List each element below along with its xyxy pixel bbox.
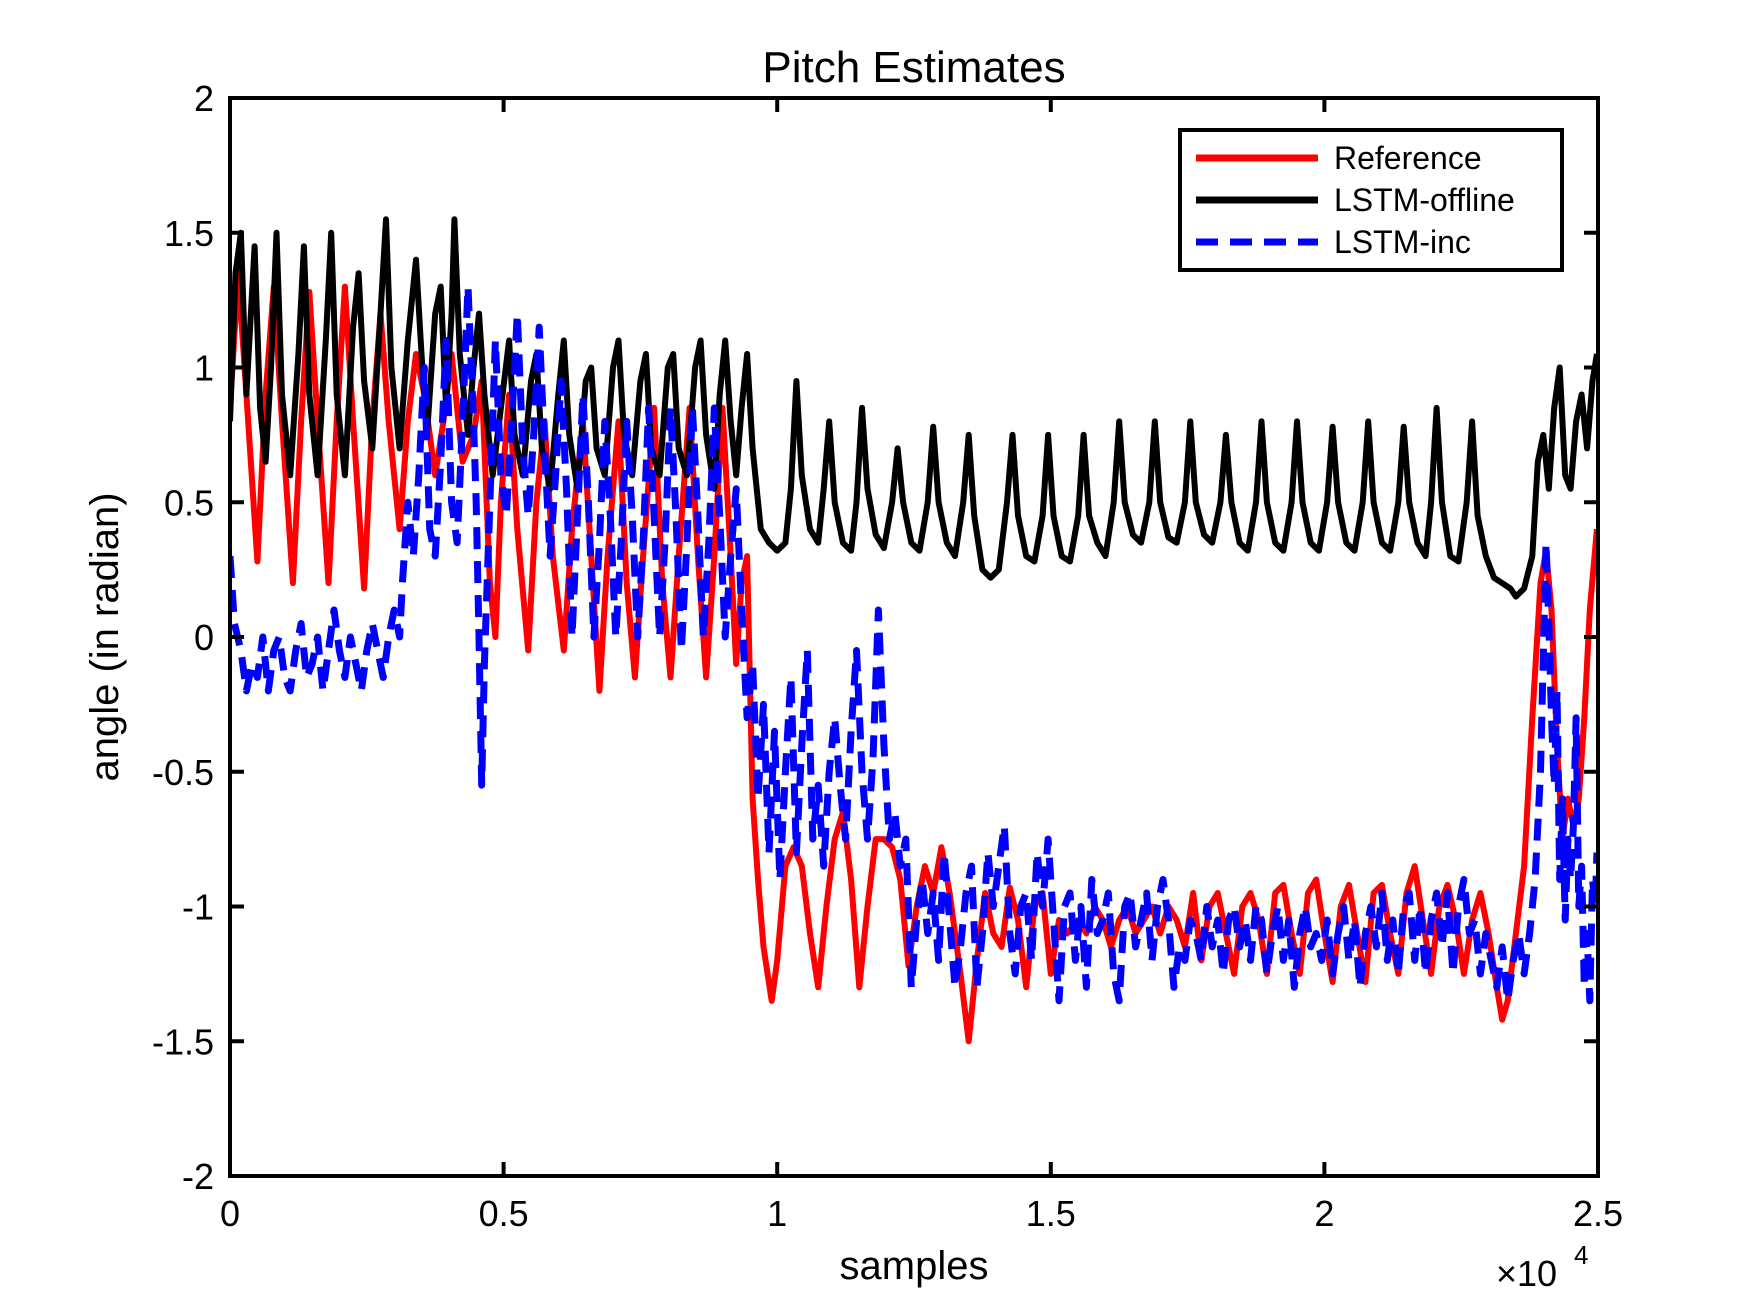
x-tick-label: 0.5 <box>479 1193 529 1234</box>
x-axis: 0 0.5 1 1.5 2 2.5 <box>220 98 1623 1234</box>
x-tick-label: 1 <box>767 1193 787 1234</box>
legend-label: LSTM-inc <box>1334 224 1471 260</box>
x-exponent-base: ×10 <box>1496 1253 1557 1294</box>
y-tick-label: 1.5 <box>164 213 214 254</box>
legend-label: LSTM-offline <box>1334 182 1515 218</box>
x-tick-label: 2.5 <box>1573 1193 1623 1234</box>
y-tick-label: 1 <box>194 348 214 389</box>
y-tick-label: 2 <box>194 78 214 119</box>
x-tick-label: 0 <box>220 1193 240 1234</box>
y-tick-label: -0.5 <box>152 752 214 793</box>
y-axis-label: angle (in radian) <box>83 492 127 781</box>
x-exponent-power: 4 <box>1574 1240 1588 1270</box>
y-tick-label: 0 <box>194 617 214 658</box>
x-axis-label: samples <box>840 1244 989 1288</box>
x-tick-label: 1.5 <box>1026 1193 1076 1234</box>
y-tick-label: 0.5 <box>164 482 214 523</box>
y-axis: -2 -1.5 -1 -0.5 0 0.5 1 1.5 2 <box>152 78 1598 1197</box>
y-tick-label: -2 <box>182 1156 214 1197</box>
y-tick-label: -1 <box>182 887 214 928</box>
chart-title: Pitch Estimates <box>762 43 1065 92</box>
series-line-lstm-offline <box>230 216 1598 600</box>
y-tick-label: -1.5 <box>152 1021 214 1062</box>
legend: Reference LSTM-offline LSTM-inc <box>1178 128 1564 272</box>
legend-label: Reference <box>1334 140 1482 176</box>
x-axis-exponent: ×10 4 <box>1496 1240 1588 1294</box>
x-tick-label: 2 <box>1314 1193 1334 1234</box>
series-line-lstm-inc <box>230 283 1598 1005</box>
series-layer <box>230 216 1598 1045</box>
